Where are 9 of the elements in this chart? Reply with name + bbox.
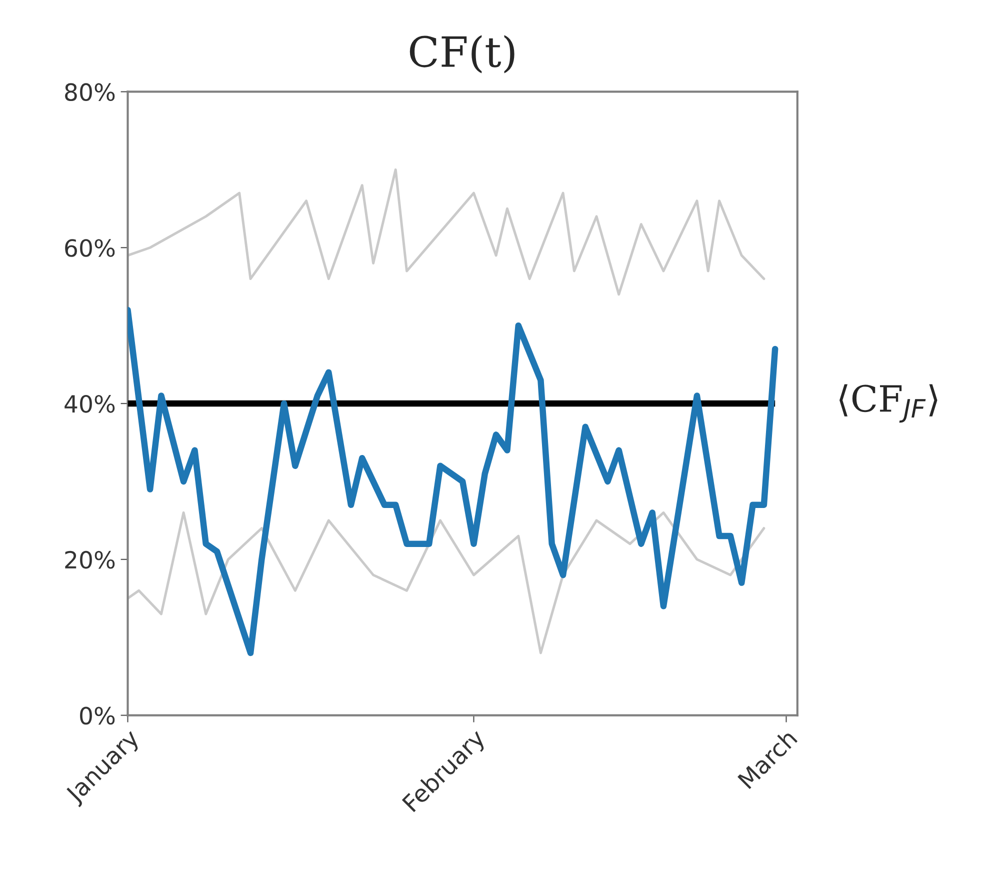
line-series (128, 511, 766, 654)
y-tick-label: 0% (80, 706, 115, 725)
y-tick-label: 80% (65, 83, 115, 102)
chart-title: CF(t) (410, 35, 514, 74)
line-series (128, 168, 766, 296)
y-tick-label: 60% (65, 239, 115, 257)
y-tick-label: 20% (65, 550, 115, 569)
y-tick-label: 40% (64, 394, 115, 413)
ref-line-label: ⟨CF$_{JF}$⟩ (840, 384, 938, 423)
